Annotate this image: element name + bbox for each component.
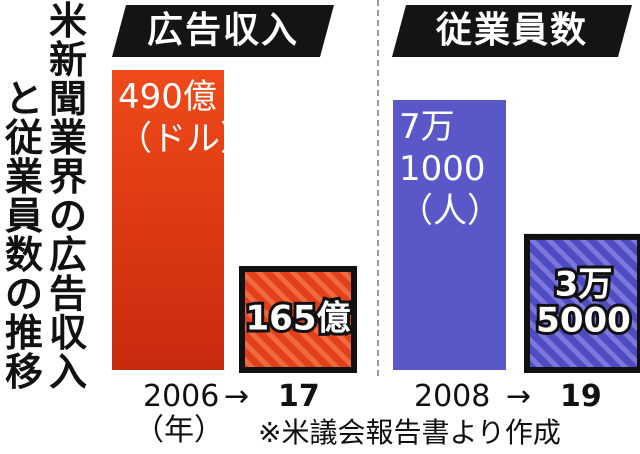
title-col1-char-1: 新 <box>48 38 87 82</box>
ad-x-label-17: 17 <box>278 379 320 414</box>
title-col2-char-7: 移 <box>4 350 43 394</box>
ad-revenue-header: 広告収入 <box>112 5 334 57</box>
emp-bar-2008 <box>393 100 506 370</box>
title-col2-char-1: 従 <box>4 116 43 160</box>
emp-bar-19 <box>524 233 640 373</box>
emp-data-label-19: 3万 5000 <box>536 264 631 340</box>
title-col1-char-3: 業 <box>48 116 87 160</box>
ad-data-label-17: 165億 <box>246 298 351 338</box>
emp-data-label-2008: 7万 1000 （人） <box>399 107 501 231</box>
ad-data-label-2006: 490億（ドル） <box>118 77 254 159</box>
title-col1-char-7: 告 <box>48 272 87 316</box>
source-footnote: ※米議会報告書より作成 <box>258 416 561 449</box>
title-col2-char-2: 業 <box>4 155 43 199</box>
title-column-1: 米新聞業界の広告収入 <box>47 2 89 392</box>
title-col1-char-8: 収 <box>48 311 87 355</box>
title-col1-char-4: 界 <box>48 155 87 199</box>
title-col2-char-5: の <box>4 272 43 316</box>
title-col1-char-2: 聞 <box>48 77 87 121</box>
ad-bar-17 <box>239 265 357 373</box>
panel-divider <box>377 0 379 376</box>
title-col2-char-4: 数 <box>4 233 43 277</box>
title-col1-char-6: 広 <box>48 233 87 277</box>
ad-arrow: → <box>224 379 250 414</box>
title-column-2: と従業員数の推移 <box>3 80 45 392</box>
title-col1-char-0: 米 <box>48 0 87 43</box>
title-col1-char-9: 入 <box>48 350 87 394</box>
title-col2-char-3: 員 <box>4 194 43 238</box>
title-col2-char-0: と <box>4 77 43 121</box>
title-col2-char-6: 推 <box>4 311 43 355</box>
year-unit-label: （年） <box>134 413 224 448</box>
emp-x-label-2008: 2008 <box>414 379 491 414</box>
emp-arrow: → <box>506 379 532 414</box>
title-col1-char-5: の <box>48 194 87 238</box>
ad-x-label-2006: 2006 <box>143 379 220 414</box>
ad-bar-2006 <box>112 70 224 370</box>
employees-header: 従業員数 <box>392 5 632 57</box>
emp-x-label-19: 19 <box>560 379 602 414</box>
